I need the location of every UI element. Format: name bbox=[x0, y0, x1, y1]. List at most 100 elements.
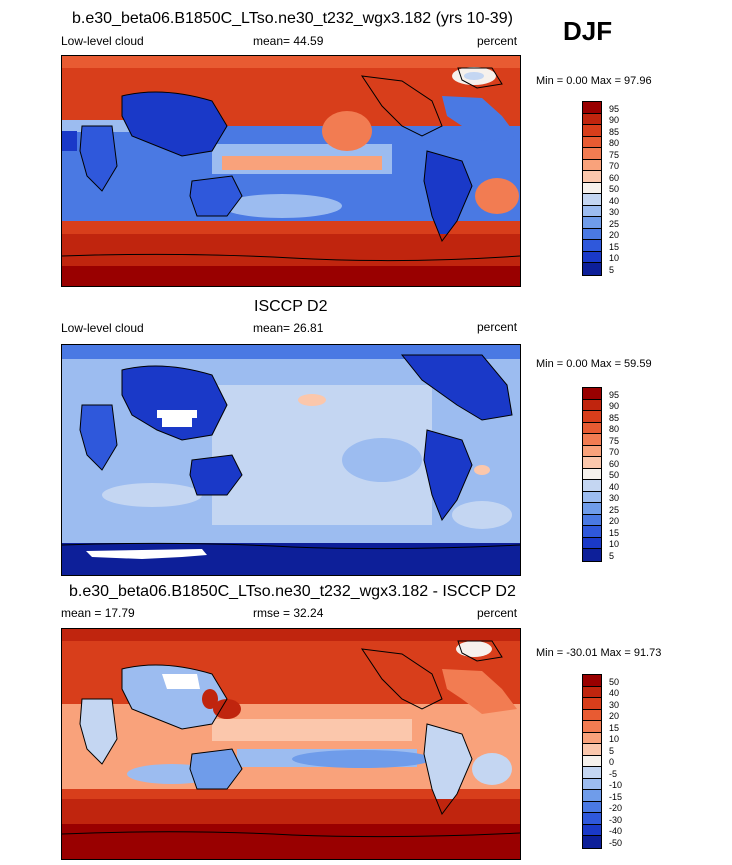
colorbar-tick-label: 40 bbox=[609, 688, 620, 698]
colorbar-swatch bbox=[583, 263, 601, 275]
colorbar-tick-label: 60 bbox=[609, 458, 620, 469]
panel3-title: b.e30_beta06.B1850C_LTso.ne30_t232_wgx3.… bbox=[69, 583, 516, 600]
colorbar-swatch bbox=[583, 824, 601, 836]
colorbar-tick-label: 80 bbox=[609, 138, 620, 148]
colorbar-swatch bbox=[583, 675, 601, 687]
colorbar-tick-label: 75 bbox=[609, 149, 620, 160]
colorbar-tick-label: 30 bbox=[609, 493, 620, 503]
colorbar-tick-label: 10 bbox=[609, 253, 620, 263]
colorbar-tick-label: 95 bbox=[609, 103, 620, 114]
colorbar-swatch bbox=[583, 228, 601, 240]
colorbar-tick-label: 60 bbox=[609, 172, 620, 183]
colorbar-tick-label: 0 bbox=[609, 757, 615, 767]
colorbar-tick-label: 95 bbox=[609, 389, 620, 400]
colorbar-swatch bbox=[583, 744, 601, 756]
colorbar-tick-label: 20 bbox=[609, 230, 620, 240]
colorbar-swatch bbox=[583, 767, 601, 779]
colorbar-tick-label: 15 bbox=[609, 722, 620, 733]
colorbar-tick-label: -30 bbox=[609, 814, 623, 825]
colorbar-tick-label: 15 bbox=[609, 241, 620, 252]
colorbar-swatch bbox=[583, 721, 601, 733]
panel1-left-label: Low-level cloud bbox=[61, 34, 144, 48]
panel3-map bbox=[61, 628, 521, 860]
colorbar-swatch bbox=[583, 709, 601, 721]
colorbar-tick-label: 30 bbox=[609, 699, 620, 710]
colorbar-tick-label: 85 bbox=[609, 126, 620, 137]
colorbar-swatch bbox=[583, 136, 601, 148]
colorbar-swatch bbox=[583, 790, 601, 802]
colorbar-tick-label: 25 bbox=[609, 218, 620, 229]
panel1-units-label: percent bbox=[477, 34, 518, 48]
colorbar-swatch bbox=[583, 240, 601, 252]
colorbar-swatch bbox=[583, 148, 601, 160]
colorbar-swatch bbox=[583, 778, 601, 790]
colorbar-swatch bbox=[583, 537, 601, 549]
colorbar-swatch bbox=[583, 755, 601, 767]
colorbar-swatch bbox=[583, 113, 601, 125]
colorbar-tick-label: 70 bbox=[609, 161, 620, 171]
colorbar-swatch bbox=[583, 732, 601, 744]
colorbar-tick-label: 5 bbox=[609, 550, 615, 561]
colorbar-swatch bbox=[583, 422, 601, 434]
panel2-units-label: percent bbox=[477, 320, 518, 334]
panel1-map bbox=[61, 55, 521, 287]
colorbar-tick-label: -5 bbox=[609, 768, 618, 779]
colorbar-swatch bbox=[583, 205, 601, 217]
colorbar-swatch bbox=[583, 182, 601, 194]
panel1-mean-label: mean= 44.59 bbox=[253, 34, 324, 48]
colorbar-swatch bbox=[583, 388, 601, 400]
panel1-colorbar bbox=[582, 101, 602, 276]
colorbar-swatch bbox=[583, 813, 601, 825]
season-label: DJF bbox=[563, 16, 613, 46]
colorbar-swatch bbox=[583, 411, 601, 423]
colorbar-tick-label: 15 bbox=[609, 527, 620, 538]
colorbar-swatch bbox=[583, 171, 601, 183]
colorbar-swatch bbox=[583, 503, 601, 515]
colorbar-tick-label: -10 bbox=[609, 780, 623, 790]
colorbar-tick-label: 80 bbox=[609, 424, 620, 434]
panel1-minmax: Min = 0.00 Max = 97.96 bbox=[536, 75, 652, 87]
colorbar-swatch bbox=[583, 480, 601, 492]
colorbar-tick-label: -20 bbox=[609, 803, 623, 813]
colorbar-swatch bbox=[583, 194, 601, 206]
colorbar-tick-label: 90 bbox=[609, 115, 620, 125]
colorbar-swatch bbox=[583, 125, 601, 137]
colorbar-tick-label: 25 bbox=[609, 504, 620, 515]
colorbar-swatch bbox=[583, 217, 601, 229]
colorbar-tick-label: 70 bbox=[609, 447, 620, 457]
colorbar-tick-label: 5 bbox=[609, 264, 615, 275]
colorbar-swatch bbox=[583, 468, 601, 480]
panel2-title: ISCCP D2 bbox=[254, 298, 328, 315]
colorbar-swatch bbox=[583, 801, 601, 813]
colorbar-swatch bbox=[583, 549, 601, 561]
panel1-title: b.e30_beta06.B1850C_LTso.ne30_t232_wgx3.… bbox=[72, 10, 513, 27]
panel3-mean-label: mean = 17.79 bbox=[61, 606, 135, 620]
colorbar-swatch bbox=[583, 445, 601, 457]
panel3-units-label: percent bbox=[477, 606, 518, 620]
panel2-colorbar bbox=[582, 387, 602, 562]
panel3-rmse-label: rmse = 32.24 bbox=[253, 606, 324, 620]
colorbar-swatch bbox=[583, 698, 601, 710]
colorbar-swatch bbox=[583, 526, 601, 538]
colorbar-swatch bbox=[583, 434, 601, 446]
panel2-minmax: Min = 0.00 Max = 59.59 bbox=[536, 358, 652, 370]
colorbar-swatch bbox=[583, 159, 601, 171]
panel2-left-label: Low-level cloud bbox=[61, 321, 144, 335]
colorbar-tick-label: 20 bbox=[609, 711, 620, 721]
colorbar-tick-label: 75 bbox=[609, 435, 620, 446]
colorbar-tick-label: 5 bbox=[609, 745, 615, 756]
colorbar-tick-label: -50 bbox=[609, 837, 623, 848]
colorbar-tick-label: 90 bbox=[609, 401, 620, 411]
panel3-minmax: Min = -30.01 Max = 91.73 bbox=[536, 647, 662, 659]
colorbar-tick-label: -15 bbox=[609, 791, 623, 802]
colorbar-swatch bbox=[583, 686, 601, 698]
colorbar-tick-label: 40 bbox=[609, 195, 620, 206]
colorbar-swatch bbox=[583, 251, 601, 263]
panel2-map bbox=[61, 344, 521, 576]
colorbar-tick-label: 50 bbox=[609, 470, 620, 480]
colorbar-tick-label: -40 bbox=[609, 826, 623, 836]
panel3-colorbar bbox=[582, 674, 602, 849]
colorbar-tick-label: 30 bbox=[609, 207, 620, 217]
colorbar-swatch bbox=[583, 836, 601, 848]
colorbar-tick-label: 20 bbox=[609, 516, 620, 526]
